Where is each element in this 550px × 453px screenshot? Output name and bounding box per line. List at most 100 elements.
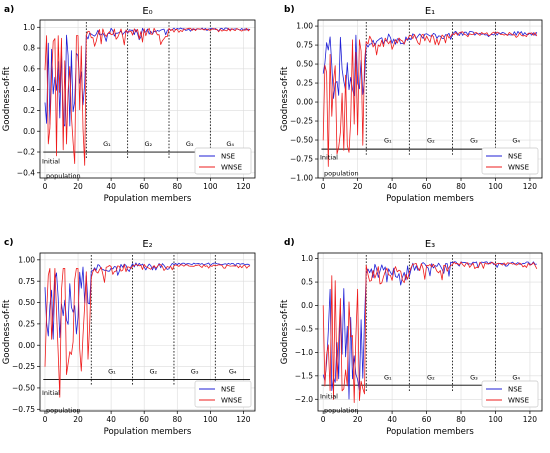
- y-tick-label: −0.50: [12, 384, 35, 393]
- y-tick-label: 0.00: [18, 341, 35, 350]
- y-tick-label: −1.00: [290, 174, 313, 183]
- x-tick-label: 20: [73, 415, 83, 424]
- panel-title: E₃: [425, 239, 435, 250]
- y-tick-label: 0.0: [301, 301, 313, 310]
- y-tick-label: −0.25: [12, 362, 35, 371]
- generation-label: G₂: [144, 140, 152, 148]
- y-tick-label: 0.4: [23, 85, 35, 94]
- legend: NSE WNSE: [481, 147, 539, 175]
- y-tick-label: 1.00: [296, 22, 313, 31]
- series-line-wnse: [44, 263, 251, 398]
- x-tick-label: 100: [203, 415, 218, 424]
- generation-label: G₄: [229, 367, 237, 375]
- y-tick-label: 0.25: [18, 319, 35, 328]
- legend-label-wnse: WNSE: [221, 164, 242, 172]
- x-tick-label: 100: [488, 182, 503, 191]
- x-tick-label: 0: [43, 182, 48, 191]
- y-tick-label: 1.0: [23, 23, 35, 32]
- legend-label-nse: NSE: [508, 153, 522, 161]
- y-tick-label: 0.75: [296, 41, 313, 50]
- legend-label-nse: NSE: [221, 386, 235, 394]
- x-tick-label: 20: [353, 182, 363, 191]
- x-tick-label: 60: [422, 415, 432, 424]
- panel-label: d): [284, 238, 295, 248]
- generation-label: G₃: [186, 140, 194, 148]
- generation-label: G₄: [512, 136, 520, 144]
- plot-area-frame: [317, 252, 543, 412]
- y-tick-label: 0.5: [301, 278, 313, 287]
- panel-label: b): [284, 5, 295, 15]
- x-axis-label: Population members: [386, 427, 474, 437]
- x-tick-label: 0: [321, 182, 326, 191]
- generation-label: G₃: [191, 367, 199, 375]
- y-tick-label: 0.00: [296, 98, 313, 107]
- y-tick-label: −0.5: [295, 325, 313, 334]
- panel-title: E₁: [425, 6, 435, 17]
- y-tick-label: 0.8: [23, 44, 35, 53]
- initial-population-label: Initial: [320, 393, 338, 401]
- y-tick-label: 0.75: [18, 277, 35, 286]
- generation-label: G₄: [226, 140, 234, 148]
- y-tick-label: −1.5: [295, 371, 313, 380]
- x-tick-label: 20: [73, 182, 83, 191]
- initial-population-label: population: [46, 406, 81, 414]
- x-axis-label: Population members: [386, 194, 474, 204]
- generation-label: G₁: [108, 367, 116, 375]
- panel-3: c) E₂ 0 20 40 60 80 100 120 −0.75 −0.50 −0.25 0.00 0.…: [2, 238, 256, 437]
- x-tick-label: 60: [139, 182, 149, 191]
- y-axis-label: Goodness-of-fit: [280, 299, 290, 364]
- generation-label: G₂: [427, 136, 435, 144]
- y-tick-label: 0.25: [296, 79, 313, 88]
- x-tick-label: 120: [236, 182, 251, 191]
- legend-label-nse: NSE: [221, 153, 235, 161]
- x-tick-label: 40: [387, 182, 397, 191]
- generation-label: G₁: [384, 136, 392, 144]
- panel-4: d) E₃ 0 20 40 60 80 100 120 −2.0 −1.5 −1.0 −0.5 0.0 0.…: [280, 238, 543, 437]
- panel-1: a) E₀ 0 20 40 60 80 100 120 −0.4 −0.2 0.0 0.2 0.4 0.6 0…: [2, 5, 256, 204]
- panel-label: c): [4, 238, 13, 248]
- initial-population-label: Initial: [42, 157, 60, 165]
- y-tick-label: −0.75: [290, 155, 313, 164]
- y-tick-label: 0.6: [23, 64, 35, 73]
- y-tick-label: 1.00: [18, 255, 35, 264]
- plot-area-frame: [39, 19, 256, 179]
- legend: NSE WNSE: [194, 147, 252, 175]
- y-axis-label: Goodness-of-fit: [2, 66, 12, 131]
- y-tick-label: −0.25: [290, 117, 313, 126]
- x-tick-label: 40: [106, 415, 116, 424]
- x-tick-label: 120: [523, 182, 538, 191]
- y-tick-label: 0.50: [296, 60, 313, 69]
- generation-label: G₃: [470, 374, 478, 382]
- x-tick-label: 80: [172, 182, 182, 191]
- x-tick-label: 40: [387, 415, 397, 424]
- y-tick-label: −0.50: [290, 136, 313, 145]
- legend: NSE WNSE: [194, 380, 252, 408]
- y-tick-label: −1.0: [295, 348, 313, 357]
- y-tick-label: 0.2: [23, 106, 35, 115]
- y-tick-label: 0.0: [23, 127, 35, 136]
- series-line-nse: [44, 262, 251, 340]
- legend-label-wnse: WNSE: [508, 164, 529, 172]
- x-tick-label: 0: [43, 415, 48, 424]
- panel-title: E₂: [142, 239, 152, 250]
- generation-label: G₁: [103, 140, 111, 148]
- x-tick-label: 20: [353, 415, 363, 424]
- x-axis-label: Population members: [104, 427, 192, 437]
- x-tick-label: 120: [523, 415, 538, 424]
- generation-label: G₃: [470, 136, 478, 144]
- initial-population-label: population: [324, 170, 359, 178]
- x-axis-label: Population members: [104, 194, 192, 204]
- x-tick-label: 100: [203, 182, 218, 191]
- y-axis-label: Goodness-of-fit: [280, 66, 290, 131]
- initial-population-label: Initial: [42, 389, 60, 397]
- panel-title: E₀: [142, 6, 152, 17]
- x-tick-label: 80: [456, 182, 466, 191]
- generation-label: G₂: [427, 374, 435, 382]
- generation-label: G₄: [512, 374, 520, 382]
- y-tick-label: 0.50: [18, 298, 35, 307]
- panel-label: a): [4, 5, 14, 15]
- generation-label: G₁: [384, 374, 392, 382]
- y-tick-label: −0.2: [17, 148, 35, 157]
- panel-2: b) E₁ 0 20 40 60 80 100 120 −1.00 −0.75 −0.50 −0.25 0…: [280, 5, 543, 204]
